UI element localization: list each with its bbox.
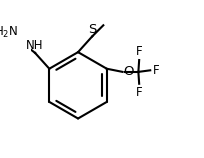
Text: S: S (88, 23, 96, 36)
Text: F: F (153, 64, 159, 77)
Text: O: O (123, 65, 134, 78)
Text: H$_2$N: H$_2$N (0, 24, 19, 40)
Text: F: F (136, 86, 142, 99)
Text: NH: NH (26, 39, 44, 52)
Text: F: F (136, 45, 142, 58)
